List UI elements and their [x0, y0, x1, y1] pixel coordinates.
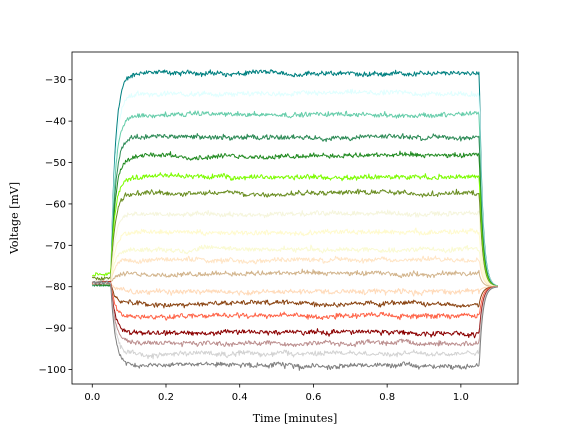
voltage-trace	[91, 280, 498, 360]
voltage-trace	[91, 209, 498, 287]
y-tick-label: −50	[45, 158, 66, 169]
voltage-trace	[91, 280, 498, 321]
voltage-trace	[91, 280, 498, 297]
plot-background	[72, 52, 518, 384]
x-tick-label: 0.6	[305, 392, 321, 403]
y-tick-label: −90	[45, 324, 66, 335]
voltage-trace	[91, 255, 498, 288]
voltage-trace	[91, 150, 498, 287]
x-axis-label: Time [minutes]	[253, 412, 338, 425]
x-tick-label: 0.8	[379, 392, 395, 403]
x-tick-label: 0.2	[158, 392, 174, 403]
y-tick-label: −30	[45, 75, 66, 86]
y-axis-label: Voltage [mV]	[8, 182, 21, 255]
voltage-trace	[91, 244, 498, 288]
x-axis-ticks: 0.0 0.2 0.4 0.6 0.8 1.0	[84, 384, 469, 403]
y-tick-label: −80	[45, 282, 66, 293]
y-tick-label: −40	[45, 117, 66, 128]
voltage-trace	[91, 88, 498, 287]
y-axis-ticks: −30 −40 −50 −60 −70 −80 −90 −100	[39, 75, 72, 376]
plot-frame	[71, 51, 519, 385]
voltage-trace	[92, 280, 498, 371]
voltage-trace	[92, 280, 498, 309]
voltage-trace	[92, 172, 498, 287]
voltage-trace	[91, 188, 498, 287]
voltage-trace	[91, 280, 498, 348]
y-tick-label: −60	[45, 199, 66, 210]
voltage-trace	[91, 69, 498, 287]
voltage-trace	[91, 268, 498, 288]
voltage-trace	[92, 227, 498, 288]
x-tick-label: 0.4	[232, 392, 248, 403]
x-tick-label: 0.0	[84, 392, 100, 403]
voltage-trace	[92, 133, 498, 287]
traces	[91, 69, 498, 371]
x-tick-label: 1.0	[453, 392, 469, 403]
voltage-trace	[92, 110, 498, 287]
y-tick-label: −70	[45, 241, 66, 252]
voltage-trace	[92, 280, 498, 339]
y-tick-label: −100	[39, 365, 66, 376]
